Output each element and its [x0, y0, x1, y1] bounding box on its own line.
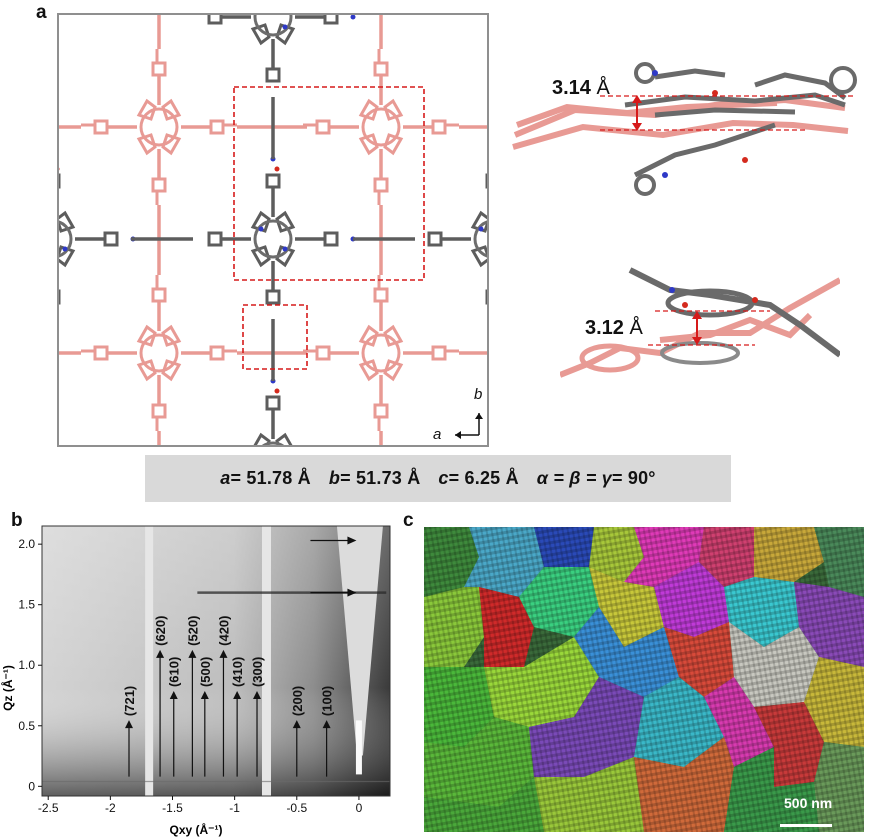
specular-region — [355, 720, 362, 775]
panel-c-label: c — [403, 510, 414, 531]
plot-frame — [41, 525, 391, 797]
x-tick-label: -2 — [105, 801, 116, 815]
y-tick-label: 2.0 — [18, 537, 35, 551]
peak-label: (500) — [198, 657, 213, 687]
stacking-view-top — [512, 62, 857, 196]
x-tick-label: -0.5 — [286, 801, 307, 815]
peak-arrowhead — [253, 691, 262, 700]
grey-layer — [0, 0, 578, 527]
peak-label: (200) — [290, 686, 305, 716]
missing-wedge — [336, 526, 383, 756]
rod-arrowhead — [347, 588, 357, 597]
peak-arrowhead — [233, 691, 242, 700]
peak-label: (420) — [216, 616, 231, 646]
stacking-distance-1: 3.14 Å — [552, 77, 610, 99]
peak-arrowhead — [169, 691, 178, 700]
x-tick-label: 0 — [356, 801, 363, 815]
panel-a-label: a — [36, 2, 47, 23]
framework-structure-image — [0, 0, 679, 655]
peak-arrowhead — [292, 720, 301, 729]
y-tick-label: 0 — [28, 779, 35, 793]
peak-arrowhead — [188, 649, 197, 658]
peak-arrowhead — [219, 649, 228, 658]
x-tick-label: -1 — [229, 801, 240, 815]
scale-bar-label: 500 nm — [784, 795, 833, 811]
peak-label: (520) — [185, 616, 200, 646]
cell-parameters-box — [145, 455, 731, 502]
panel-b-label: b — [11, 510, 23, 531]
peak-arrowhead — [200, 691, 209, 700]
peak-arrowhead — [322, 720, 331, 729]
peak-label: (620) — [153, 616, 168, 646]
stacking-distance-2: 3.12 Å — [585, 317, 643, 339]
grain-map — [424, 527, 864, 832]
detector-gap — [261, 526, 271, 796]
gixd-pattern: -2.5 -2 -1.5 -1 -0.5 0 0 0.5 1.0 1.5 2.0 (721) (620)… — [0, 525, 391, 837]
peak-label: (300) — [250, 657, 265, 687]
x-tick-label: -1.5 — [162, 801, 183, 815]
y-tick-label: 1.5 — [18, 598, 35, 612]
peak-label: (100) — [320, 686, 335, 716]
cell-parameters-text: a = 51.78 Å b = 51.73 Å c = 6.25 Å α = β… — [220, 468, 656, 488]
peak-label: (410) — [230, 657, 245, 687]
x-axis-label: Qxy (Å⁻¹) — [169, 822, 222, 837]
stacking-view-bottom — [560, 267, 840, 378]
axis-indicator — [455, 413, 483, 439]
peak-label: (721) — [122, 686, 137, 716]
y-tick-label: 1.0 — [18, 658, 35, 672]
highlight-box-small — [242, 304, 308, 370]
peak-label: (610) — [167, 657, 182, 687]
detector-gap — [145, 526, 154, 796]
tem-micrograph: 500 nm — [424, 527, 864, 832]
pattern-shading — [42, 526, 390, 796]
framework-structure-svg — [0, 0, 679, 655]
peak-arrowhead — [125, 720, 133, 729]
axis-a-label: a — [433, 426, 442, 443]
rod-arrowhead — [347, 536, 357, 545]
y-axis-label: Qz (Å⁻¹) — [0, 665, 15, 711]
y-tick-label: 0.5 — [18, 719, 35, 733]
peak-arrowhead — [156, 649, 165, 658]
x-tick-label: -2.5 — [38, 801, 59, 815]
axis-b-label: b — [474, 386, 483, 403]
scale-bar — [780, 824, 832, 827]
